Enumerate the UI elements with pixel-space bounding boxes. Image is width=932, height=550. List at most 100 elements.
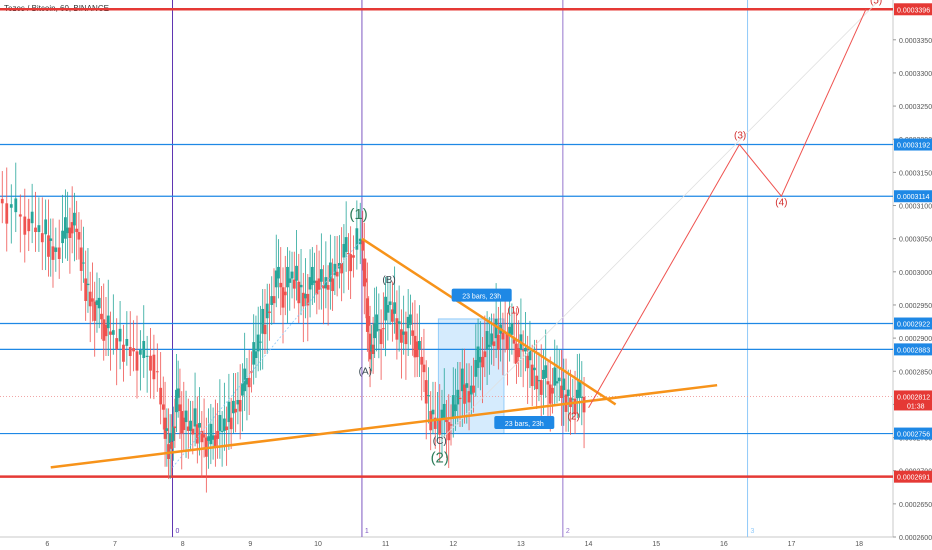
candle-body [478,356,482,363]
candle-body [331,278,335,292]
candle-body [231,400,235,414]
guide-line [439,0,880,442]
candle-body [168,434,172,444]
candle-body [304,293,307,299]
candle-body [49,238,53,241]
candle-body [505,332,509,350]
candle-body [456,389,460,405]
measure-label: 23 bars, 23h [505,421,544,428]
candle-body [256,334,260,352]
wave-label: (B) [382,275,395,286]
candle-body [501,332,505,340]
candle-body [145,355,149,357]
candle-body [37,225,41,233]
wave-label: (A) [359,367,372,378]
candle-body [27,218,31,232]
candle-body [111,330,115,335]
candle-body [440,409,444,419]
candle-body [528,348,532,361]
candle-body [77,232,81,240]
candle-body [171,426,175,441]
candle-body [445,419,448,423]
candle-body [241,383,244,396]
x-tick-label: 16 [720,541,728,548]
wave-label: (2) [568,412,580,423]
candle-body [381,328,385,330]
candle-body [272,296,276,304]
x-tick-label: 6 [45,541,49,548]
candle-body [279,282,283,288]
candle-body [198,422,201,428]
level-price-label: 0.0002883 [897,347,930,354]
candle-body [227,401,231,423]
candle-body [442,403,446,418]
candle-body [292,279,296,289]
candle-body [259,341,262,343]
y-tick-label: 0.0003300 [899,71,932,78]
candle-body [30,211,34,224]
y-tick-label: 0.0003000 [899,270,932,277]
candle-body [530,364,534,387]
candle-body [286,266,289,288]
candle-body [0,198,4,204]
measure-label-box [451,288,512,302]
candle-body [465,383,469,388]
candle-body [211,435,215,440]
x-tick-label: 12 [449,541,457,548]
candle-body [542,369,545,379]
candle-body [362,258,366,287]
candle-body [358,238,362,245]
candle-body [515,343,518,364]
candle-body [578,381,581,398]
candle-body [361,238,365,251]
candle-body [245,377,249,385]
candle-body [512,339,516,344]
candle-body [102,319,106,341]
candle-body [34,227,37,233]
candle-body [218,415,222,431]
candle-body [393,302,397,314]
level-price-label: 0.0003396 [897,7,930,14]
candle-body [247,377,251,388]
candle-body [458,397,462,400]
candle-body [63,217,67,239]
candle-body [544,365,548,378]
y-tick-label: 0.0003100 [899,204,932,211]
candle-body [234,408,238,413]
wave-label: (1) [349,206,367,223]
candle-body [216,430,220,439]
candle-body [551,387,554,394]
candle-body [395,318,399,340]
candle-body [379,329,383,345]
candle-body [299,284,303,288]
candle-body [161,404,165,410]
candle-body [84,278,88,301]
candle-body [364,278,368,283]
candle-body [371,344,375,355]
x-tick-label: 14 [585,541,593,548]
x-tick-label: 18 [855,541,863,548]
candle-body [97,297,101,309]
candle-body [402,331,406,335]
candle-body [384,296,388,321]
candle-body [193,408,197,427]
candle-body [118,328,122,342]
candle-body [138,350,142,355]
candle-body [290,271,294,279]
candle-body [5,203,9,224]
candle-body [492,341,496,347]
candle-body [209,423,213,445]
candle-body [115,338,119,350]
level-price-tag [894,138,932,151]
candle-body [467,391,471,403]
level-price-tag [894,3,932,16]
candle-body [373,323,377,339]
candle-body [263,324,267,335]
candle-body [355,228,359,250]
candle-body [51,246,55,260]
candle-body [560,385,563,398]
candle-body [508,326,512,334]
trendline-resistance [361,237,617,406]
measure-label: 23 bars, 23h [462,294,501,301]
